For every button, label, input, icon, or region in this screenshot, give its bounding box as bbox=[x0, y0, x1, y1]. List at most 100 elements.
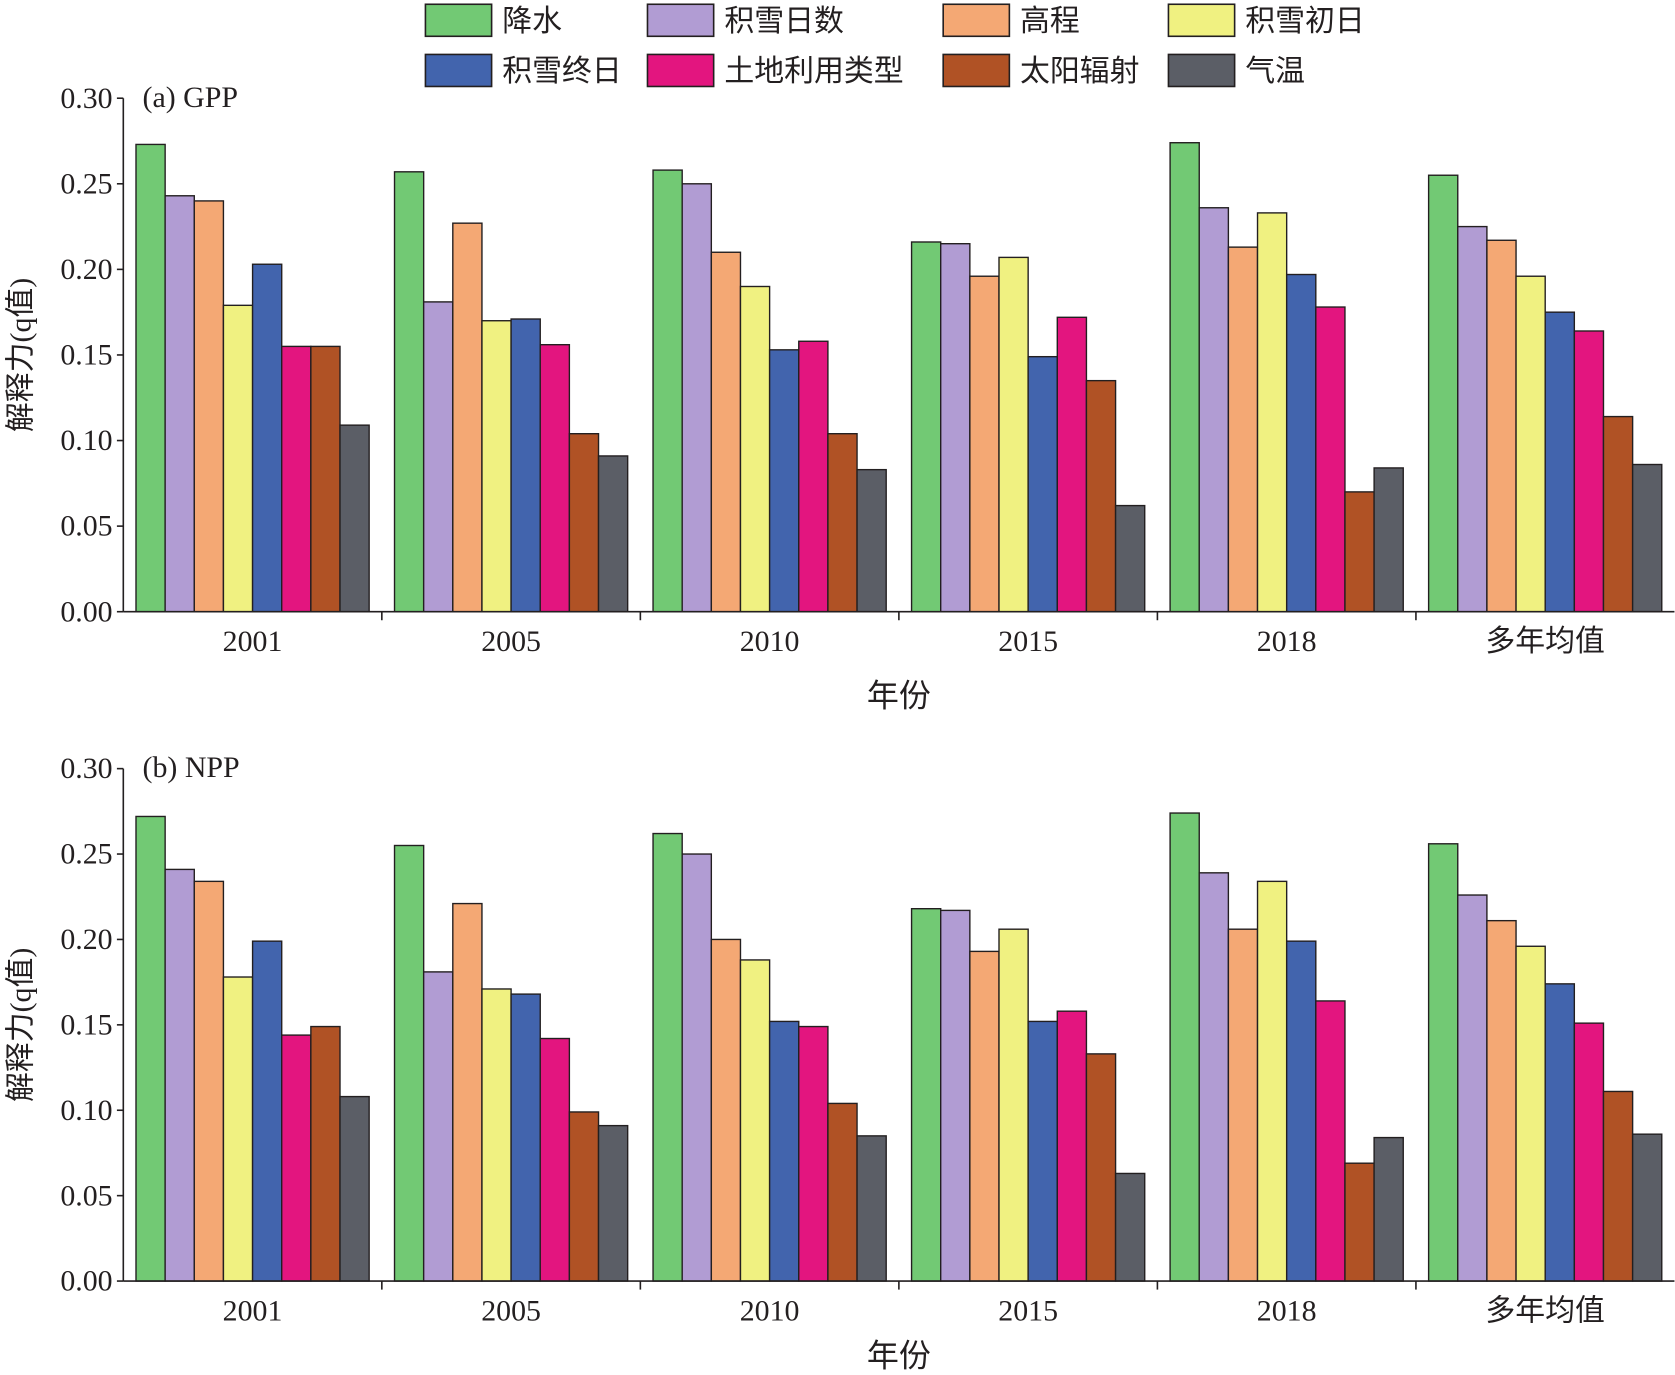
y-tick-label: 0.30 bbox=[60, 752, 112, 785]
legend-label: 太阳辐射 bbox=[1020, 55, 1140, 88]
bar bbox=[856, 1135, 887, 1282]
bar bbox=[998, 256, 1029, 613]
y-tick-label: 0.20 bbox=[60, 923, 112, 956]
bar bbox=[452, 222, 483, 613]
bar bbox=[998, 928, 1029, 1282]
bar bbox=[1602, 415, 1634, 613]
bar bbox=[1056, 316, 1088, 613]
panel-title: (b) NPP bbox=[143, 751, 240, 784]
bar bbox=[1427, 174, 1459, 613]
x-tick-label: 2018 bbox=[1257, 625, 1317, 658]
bar bbox=[969, 275, 1000, 613]
y-tick-label: 0.20 bbox=[60, 253, 112, 286]
y-tick-label: 0.10 bbox=[60, 1094, 112, 1127]
bar bbox=[1515, 275, 1546, 613]
legend-label: 高程 bbox=[1020, 5, 1080, 38]
bar bbox=[1114, 504, 1146, 613]
bar bbox=[1315, 1000, 1346, 1282]
bar bbox=[739, 959, 771, 1282]
bar bbox=[1027, 355, 1058, 613]
y-tick-label: 0.25 bbox=[60, 838, 112, 871]
legend-swatch bbox=[1167, 53, 1236, 88]
bar bbox=[393, 844, 425, 1282]
y-tick-label: 0.00 bbox=[60, 595, 112, 628]
bar bbox=[827, 433, 858, 613]
bar bbox=[1457, 894, 1488, 1282]
bar bbox=[1631, 463, 1663, 613]
y-tick-label: 0.30 bbox=[60, 82, 112, 115]
bar bbox=[1085, 379, 1117, 613]
bar bbox=[1457, 225, 1488, 613]
x-tick-label: 2010 bbox=[740, 1295, 800, 1328]
bar bbox=[1114, 1172, 1146, 1282]
bar bbox=[251, 263, 283, 613]
bar bbox=[1285, 940, 1317, 1282]
x-tick-label: 2001 bbox=[223, 1295, 283, 1328]
bar bbox=[1227, 246, 1259, 613]
bar bbox=[310, 345, 341, 613]
x-tick-label: 多年均值 bbox=[1485, 1295, 1605, 1328]
x-axis-label: 年份 bbox=[867, 678, 931, 714]
bar bbox=[481, 988, 512, 1282]
bar bbox=[164, 195, 195, 613]
bar bbox=[251, 940, 283, 1282]
x-tick-label: 2001 bbox=[223, 625, 283, 658]
bar bbox=[510, 993, 541, 1282]
x-tick-label: 2015 bbox=[998, 625, 1058, 658]
bar bbox=[856, 468, 887, 613]
y-tick-label: 0.05 bbox=[60, 510, 112, 543]
x-tick-label: 2010 bbox=[740, 625, 800, 658]
legend-swatch bbox=[1167, 3, 1236, 38]
bar bbox=[164, 868, 195, 1282]
y-axis-label: 解释力(q值) bbox=[4, 278, 37, 432]
bar bbox=[1373, 467, 1404, 613]
legend-item: 降水 bbox=[424, 3, 562, 38]
bar bbox=[393, 171, 425, 613]
bar bbox=[798, 340, 829, 613]
legend-swatch bbox=[646, 3, 715, 38]
chart-panel: 2001 2005 2010 2015 2018 多年均值 0.00 0.05 0.10 0.15… bbox=[4, 81, 1675, 714]
legend-label: 积雪日数 bbox=[724, 5, 844, 38]
bar bbox=[910, 241, 942, 613]
bar bbox=[940, 243, 971, 613]
bar bbox=[193, 880, 225, 1282]
bar bbox=[339, 1095, 370, 1282]
bar bbox=[422, 301, 454, 613]
bar bbox=[768, 1020, 800, 1282]
bar bbox=[1227, 928, 1259, 1282]
legend-item: 积雪初日 bbox=[1167, 3, 1365, 38]
bar bbox=[422, 971, 454, 1282]
bar bbox=[1427, 843, 1459, 1282]
bar bbox=[1198, 207, 1230, 613]
y-tick-label: 0.10 bbox=[60, 424, 112, 457]
bar bbox=[568, 433, 600, 613]
y-tick-label: 0.05 bbox=[60, 1179, 112, 1212]
bar bbox=[1486, 919, 1517, 1282]
bar bbox=[1486, 239, 1517, 613]
bar bbox=[910, 908, 942, 1282]
bar bbox=[568, 1111, 600, 1282]
x-tick-label: 2018 bbox=[1257, 1295, 1317, 1328]
legend-label: 积雪初日 bbox=[1245, 5, 1365, 38]
legend-item: 积雪日数 bbox=[646, 3, 844, 38]
bar bbox=[1056, 1010, 1088, 1282]
y-tick-label: 0.15 bbox=[60, 339, 112, 372]
legend-swatch bbox=[424, 53, 493, 88]
bar bbox=[1344, 1162, 1375, 1282]
bar bbox=[969, 950, 1000, 1282]
bar bbox=[1544, 311, 1576, 613]
legend-item: 积雪终日 bbox=[424, 53, 622, 88]
bar bbox=[1373, 1136, 1404, 1282]
bar bbox=[652, 832, 683, 1282]
bar bbox=[710, 938, 742, 1282]
bar bbox=[310, 1025, 341, 1282]
legend-item: 土地利用类型 bbox=[646, 53, 904, 88]
bar bbox=[768, 349, 800, 613]
legend-swatch bbox=[942, 53, 1011, 88]
chart-panel: 2001 2005 2010 2015 2018 多年均值 0.00 0.05 0.10 0.15… bbox=[4, 751, 1675, 1373]
bar bbox=[597, 455, 629, 613]
legend-item: 太阳辐射 bbox=[942, 53, 1140, 88]
bar bbox=[1256, 212, 1288, 613]
